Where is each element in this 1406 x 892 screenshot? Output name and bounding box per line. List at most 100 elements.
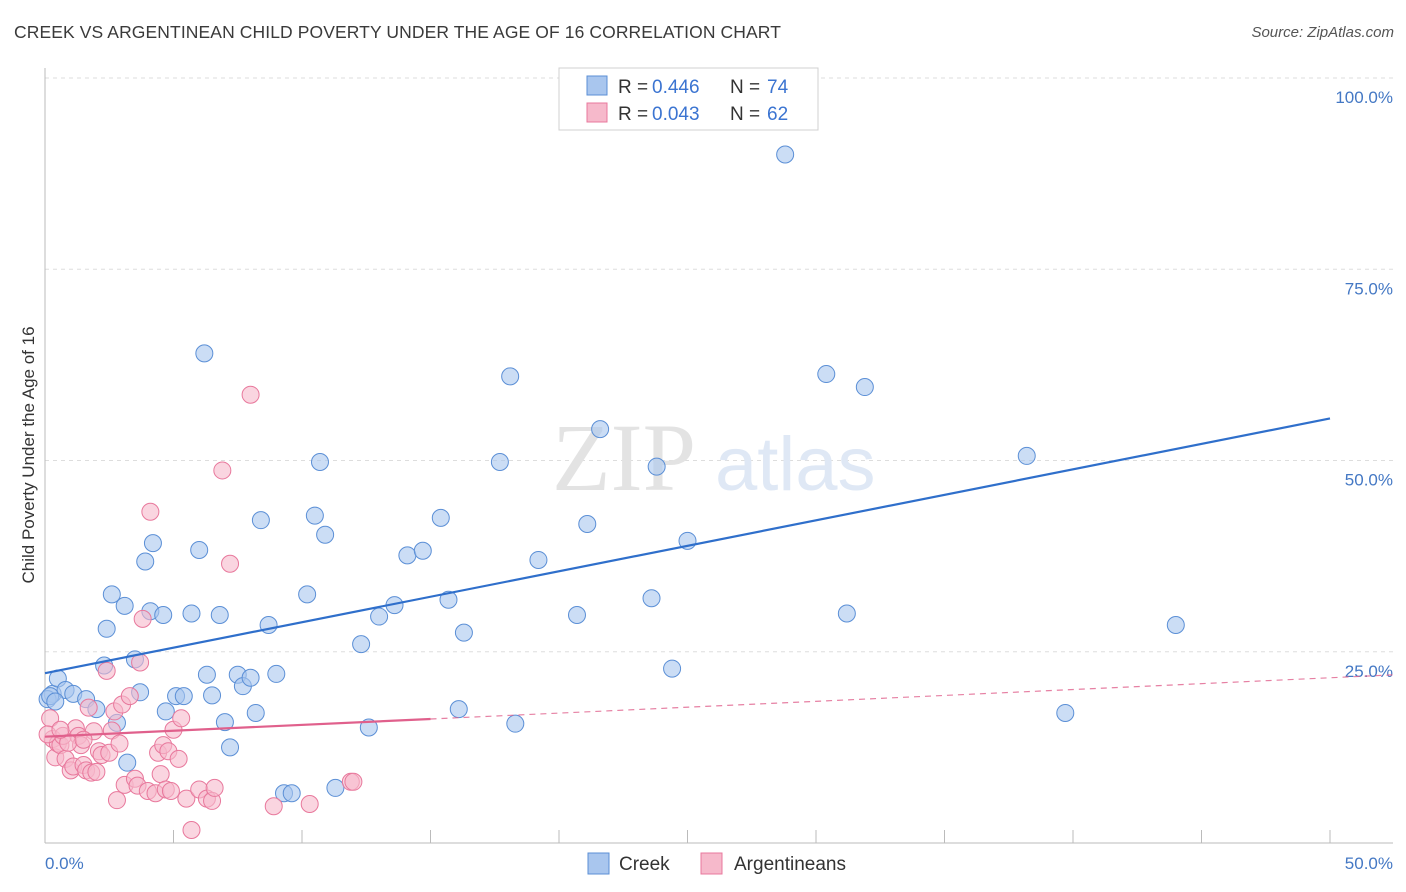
argentineans-points	[38, 385, 363, 839]
argentineans-point-31	[133, 609, 152, 628]
creek-point-50	[439, 590, 458, 609]
creek-point-47	[398, 546, 417, 565]
creek-point-33	[251, 511, 270, 530]
legend-arg-swatch	[586, 102, 608, 123]
legend-creek-n-value: 74	[767, 77, 789, 98]
argentineans-point-24	[110, 734, 129, 753]
legend-arg-r-label: R =	[618, 104, 648, 125]
source-label: Source: ZipAtlas.com	[1251, 24, 1394, 41]
creek-point-25	[203, 686, 222, 705]
argentineans-point-51	[221, 554, 240, 573]
legend-creek-r-label: R =	[618, 77, 648, 98]
argentineans-point-61	[51, 720, 70, 739]
bottom-legend-creek-label: Creek	[619, 854, 670, 875]
creek-point-26	[210, 606, 229, 625]
creek-point-14	[136, 552, 155, 571]
creek-point-66	[837, 604, 856, 623]
creek-point-8	[102, 585, 121, 604]
creek-point-57	[567, 606, 586, 625]
creek-point-58	[578, 514, 597, 533]
y-axis-title: Child Poverty Under the Age of 16	[19, 326, 38, 583]
argentineans-point-56	[344, 772, 363, 791]
creek-point-27	[215, 713, 234, 732]
argentineans-point-40	[161, 781, 180, 800]
y-tick-label-25: 25.0%	[1345, 662, 1393, 681]
creek-point-68	[1017, 446, 1036, 465]
argentineans-trend-line-solid	[44, 717, 431, 738]
y-tick-labels: 25.0% 50.0% 75.0% 100.0%	[1335, 88, 1393, 681]
creek-point-53	[490, 453, 509, 472]
y-tick-label-100: 100.0%	[1335, 88, 1393, 107]
argentineans-point-23	[107, 791, 126, 810]
creek-point-42	[326, 778, 345, 797]
creek-point-35	[267, 664, 286, 683]
creek-point-56	[529, 550, 548, 569]
creek-point-69	[1056, 703, 1075, 722]
legend-creek-swatch	[586, 75, 608, 96]
creek-point-44	[359, 718, 378, 737]
creek-point-59	[591, 420, 610, 439]
creek-point-55	[506, 714, 525, 733]
creek-point-60	[642, 589, 661, 608]
creek-trend-line	[44, 417, 1331, 675]
argentineans-point-33	[141, 502, 160, 521]
argentineans-point-50	[213, 461, 232, 480]
creek-point-70	[1166, 615, 1185, 634]
argentineans-point-60	[87, 762, 106, 781]
x-tick-label-0: 0.0%	[45, 854, 84, 873]
bottom-legend-creek-swatch	[587, 852, 610, 875]
argentineans-trend-line-dashed	[430, 674, 1394, 720]
creek-point-21	[182, 604, 201, 623]
argentineans-point-44	[177, 789, 196, 808]
creek-point-7	[97, 619, 116, 638]
trend-lines	[44, 417, 1394, 738]
creek-point-16	[143, 534, 162, 553]
creek-point-18	[156, 702, 175, 721]
grid-lines	[45, 77, 1393, 653]
creek-point-41	[316, 525, 335, 544]
chart-title: CREEK VS ARGENTINEAN CHILD POVERTY UNDER…	[14, 22, 781, 42]
creek-point-17	[154, 606, 173, 625]
creek-point-10	[115, 596, 134, 615]
bottom-legend-arg-swatch	[700, 852, 723, 875]
argentineans-point-36	[151, 765, 170, 784]
argentineans-point-19	[97, 661, 116, 680]
x-tick-label-50: 50.0%	[1345, 854, 1393, 873]
correlation-legend: R = 0.446 N = 74 R = 0.043 N = 62	[558, 67, 819, 131]
creek-point-65	[817, 365, 836, 384]
x-axis-ticks	[44, 830, 1331, 843]
creek-points	[38, 145, 1185, 803]
creek-point-38	[298, 585, 317, 604]
watermark-zip: ZIP	[552, 404, 696, 511]
argentineans-point-54	[300, 794, 319, 813]
legend-arg-n-label: N =	[730, 104, 760, 125]
creek-point-64	[776, 145, 795, 164]
argentineans-point-27	[120, 687, 139, 706]
creek-point-49	[431, 508, 450, 527]
creek-point-28	[221, 738, 240, 757]
creek-point-62	[663, 659, 682, 678]
argentineans-point-45	[182, 820, 201, 839]
argentineans-point-53	[264, 797, 283, 816]
y-tick-label-75: 75.0%	[1345, 279, 1393, 298]
creek-point-31	[241, 668, 260, 687]
creek-point-73	[46, 692, 65, 711]
creek-point-40	[310, 453, 329, 472]
legend-creek-n-label: N =	[730, 77, 760, 98]
legend-arg-n-value: 62	[767, 104, 788, 125]
argentineans-point-42	[169, 749, 188, 768]
argentineans-point-52	[241, 385, 260, 404]
legend-creek-r-value: 0.446	[652, 77, 700, 98]
creek-point-23	[195, 344, 214, 363]
creek-point-67	[855, 378, 874, 397]
creek-point-32	[246, 703, 265, 722]
creek-point-51	[449, 700, 468, 719]
creek-point-54	[501, 367, 520, 386]
bottom-legend-arg-label: Argentineans	[734, 854, 846, 875]
creek-point-24	[197, 665, 216, 684]
creek-point-48	[413, 541, 432, 560]
creek-point-43	[352, 635, 371, 654]
y-tick-label-50: 50.0%	[1345, 471, 1393, 490]
series-legend: Creek Argentineans	[587, 852, 846, 875]
